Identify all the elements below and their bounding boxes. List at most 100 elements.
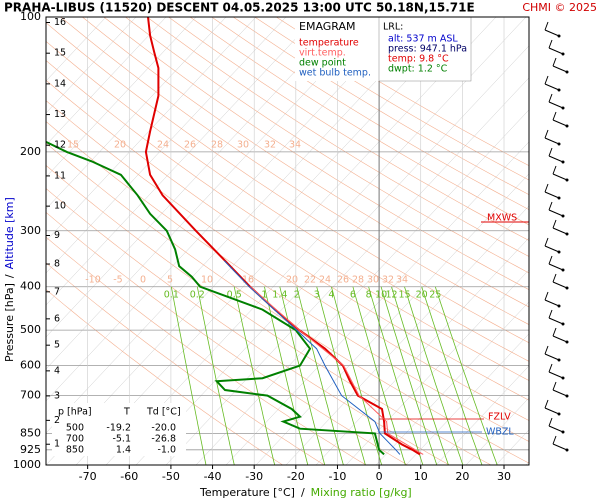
dry-adiabat [46, 289, 283, 465]
diagonal-line [46, 17, 377, 370]
mixing-ratio-label: 15 [398, 290, 410, 301]
legend-entry: virt.temp. [299, 48, 346, 59]
barb-dot [565, 286, 569, 290]
legend-entry: wet bulb temp. [299, 68, 371, 79]
barb-feather [548, 201, 553, 211]
chart-title: PRAHA-LIBUS (11520) DESCENT 04.05.2025 1… [4, 1, 475, 15]
mixing-ratio-label: 10 [375, 290, 387, 301]
mixing-ratio-label: 6 [350, 290, 356, 301]
x-tick-label: 30 [497, 470, 511, 483]
diagonal-line [375, 301, 529, 465]
dry-adiabat [46, 188, 450, 465]
barb-feather [548, 39, 553, 49]
diagonal-line [435, 365, 529, 465]
altitude-label: 11 [54, 170, 66, 181]
barb-dot [561, 52, 565, 56]
table-cell: -5.1 [112, 434, 131, 445]
x-tick-label: -20 [287, 470, 305, 483]
barb-feather [544, 345, 549, 355]
barb-dot [565, 394, 569, 398]
legend-box [295, 17, 379, 81]
barb-feather [544, 291, 549, 301]
dry-adiabat [46, 79, 529, 401]
diagonal-line [46, 17, 347, 338]
x-tick-label: 0 [376, 470, 383, 483]
barb-feather [544, 129, 549, 139]
barb-staff [548, 209, 564, 217]
wind-barbs [544, 21, 569, 452]
barb-staff [552, 119, 568, 127]
mixing-ratio-line [368, 286, 424, 465]
lrl-alt: alt: 537 m ASL [388, 34, 458, 45]
barb-dot [565, 448, 569, 452]
mixing-ratio-label: 0.5 [227, 290, 242, 301]
table-cell: 500 [66, 423, 84, 434]
y-tick-label: 200 [20, 145, 41, 158]
barb-dot [565, 124, 569, 128]
barb-dot [565, 232, 569, 236]
separator: / [3, 274, 16, 278]
altitude-label: 5 [54, 340, 60, 351]
adiabat-label: 26 [337, 275, 349, 286]
mixing-ratio-line [380, 286, 438, 465]
barb-staff [544, 299, 560, 307]
barb-dot [565, 340, 569, 344]
barb-dot [565, 70, 569, 74]
table-box [52, 403, 186, 456]
barb-feather [552, 165, 557, 175]
altitude-label: 4 [54, 365, 60, 376]
dry-adiabat [60, 17, 529, 325]
x-axis-label: Temperature [°C] / Mixing ratio [g/kg] [199, 486, 412, 499]
separator: / [301, 486, 305, 499]
adiabat-label: 20 [286, 275, 298, 286]
table-cell: -26.8 [151, 434, 176, 445]
adiabat-label: 28 [352, 275, 364, 286]
profile-line [249, 286, 424, 455]
mixing-ratio-line [331, 286, 383, 465]
barb-dot [557, 358, 561, 362]
barb-feather [548, 417, 553, 427]
barb-dot [561, 376, 565, 380]
barb-dot [557, 88, 561, 92]
dry-adiabat [146, 17, 529, 257]
y-tick-label: 100 [20, 10, 41, 23]
barb-staff [552, 65, 568, 73]
altitude-label: 7 [54, 286, 60, 297]
table-header: p [hPa] [58, 407, 92, 418]
altitude-label: 10 [54, 201, 66, 212]
barb-feather [552, 57, 557, 67]
barb-staff [552, 227, 568, 235]
lrl-press: press: 947.1 hPa [388, 44, 467, 55]
diagonal-line [46, 17, 287, 274]
y-tick-label: 1000 [13, 458, 41, 471]
barb-staff [544, 191, 560, 199]
barb-feather [552, 273, 557, 283]
dry-adiabat [46, 121, 529, 442]
altitude-label: 12 [54, 140, 66, 151]
table-header: T [123, 407, 130, 418]
adiabat-label: -10 [85, 275, 101, 286]
diagonal-line [46, 17, 407, 402]
diagonal-line [345, 269, 529, 465]
adiabat-label: 20 [114, 140, 126, 151]
altitude-label: 13 [54, 109, 66, 120]
altitude-label: 15 [54, 48, 66, 59]
y-tick-label: 500 [20, 323, 41, 336]
barb-dot [561, 268, 565, 272]
barb-dot [561, 214, 565, 218]
mixing-ratio-label: 0.2 [190, 290, 205, 301]
barb-feather [552, 111, 557, 121]
mixing-ratio-line [264, 286, 309, 465]
barb-staff [544, 137, 560, 145]
barb-feather [552, 435, 557, 445]
barb-dot [557, 412, 561, 416]
x-tick-label: 20 [455, 470, 469, 483]
adiabat-label: 34 [289, 140, 301, 151]
diagonal-line [46, 17, 197, 178]
diagonal-line [46, 17, 257, 242]
barb-feather [544, 237, 549, 247]
diagonal-line [46, 17, 437, 434]
diagonal-line [46, 17, 467, 465]
